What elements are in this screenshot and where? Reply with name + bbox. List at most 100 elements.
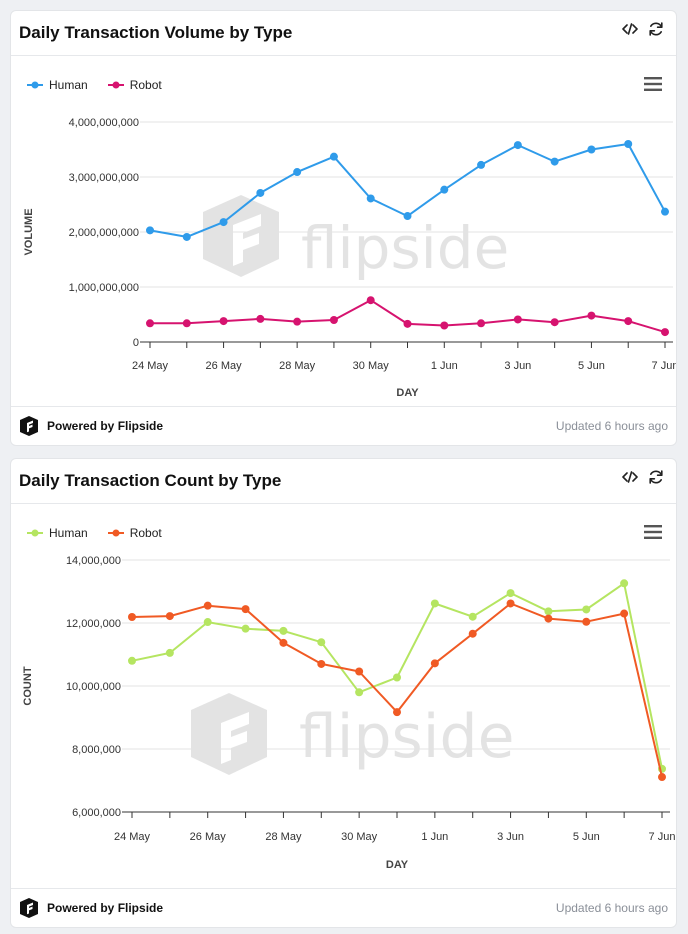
data-point-robot	[582, 617, 591, 626]
chart-title: Daily Transaction Volume by Type	[19, 23, 293, 42]
x-tick-label: 24 May	[114, 831, 151, 843]
data-point-human	[293, 168, 302, 177]
data-point-human	[506, 589, 515, 598]
data-point-robot	[241, 605, 250, 614]
x-tick-label: 5 Jun	[573, 831, 600, 843]
updated-timestamp: Updated 6 hours ago	[555, 419, 668, 433]
y-tick-label: 12,000,000	[66, 618, 121, 630]
data-point-human	[544, 607, 553, 616]
watermark: flipside	[191, 693, 514, 775]
data-point-human	[219, 218, 228, 227]
chart-menu-icon[interactable]	[644, 77, 662, 91]
data-point-human	[624, 140, 633, 148]
data-point-human	[513, 141, 522, 150]
card-footer: Powered by Flipside Updated 6 hours ago	[11, 406, 676, 445]
data-point-human	[146, 226, 154, 235]
data-point-robot	[393, 708, 401, 717]
data-point-robot	[293, 317, 302, 326]
y-axis-title: VOLUME	[23, 208, 35, 255]
data-point-robot	[658, 773, 666, 782]
data-point-human	[403, 212, 412, 221]
chart-menu-icon[interactable]	[644, 525, 662, 539]
data-point-robot	[506, 599, 515, 608]
y-tick-label: 2,000,000,000	[69, 227, 139, 239]
data-point-robot	[182, 319, 191, 328]
data-point-robot	[279, 638, 288, 647]
data-point-human	[393, 673, 401, 682]
card-header: Daily Transaction Volume by Type	[11, 11, 676, 56]
watermark-logo-icon	[203, 195, 279, 277]
data-point-human	[366, 194, 375, 203]
volume-chart-card: Daily Transaction Volume by Type Human R…	[10, 10, 677, 446]
card-footer: Powered by Flipside Updated 6 hours ago	[11, 888, 676, 927]
data-point-robot	[366, 296, 375, 305]
data-point-robot	[219, 317, 228, 326]
data-point-robot	[403, 319, 412, 328]
data-point-robot	[165, 612, 174, 621]
legend-label-human: Human	[49, 78, 88, 92]
refresh-icon[interactable]	[648, 21, 664, 37]
data-point-robot	[513, 315, 522, 324]
data-point-human	[128, 656, 136, 665]
legend-item-robot[interactable]: Robot	[107, 526, 162, 540]
legend-marker-human	[27, 529, 43, 537]
embed-code-icon[interactable]	[622, 21, 638, 37]
x-axis-title: DAY	[386, 859, 409, 871]
x-tick-label: 24 May	[132, 360, 169, 372]
legend-item-robot[interactable]: Robot	[107, 78, 162, 92]
y-axis-title: COUNT	[22, 666, 34, 705]
legend-item-human[interactable]: Human	[27, 526, 88, 540]
data-point-robot	[661, 328, 669, 337]
flipside-logo-icon	[20, 898, 38, 918]
legend-label-robot: Robot	[129, 526, 162, 540]
data-point-human	[430, 599, 439, 608]
data-point-human	[317, 638, 326, 647]
refresh-icon[interactable]	[648, 469, 664, 485]
data-point-robot	[440, 321, 449, 330]
data-point-robot	[624, 317, 633, 326]
data-point-human	[279, 626, 288, 635]
count-line-chart: flipside 6,000,000 8,000,000 10,000,000 12,0…	[22, 555, 676, 871]
data-point-robot	[477, 319, 486, 328]
volume-line-chart: flipside 0 1,000,000,000 2,000,000,000 3,000…	[23, 117, 676, 399]
powered-by-text: Powered by Flipside	[47, 901, 164, 915]
watermark-text: flipside	[299, 702, 514, 772]
data-point-robot	[430, 659, 439, 668]
data-point-human	[582, 605, 591, 614]
powered-by-link[interactable]: Powered by Flipside	[19, 416, 163, 436]
y-tick-label: 1,000,000,000	[69, 282, 139, 294]
data-point-robot	[256, 314, 265, 323]
data-point-human	[256, 188, 265, 197]
data-point-human	[241, 624, 250, 633]
data-point-human	[182, 232, 191, 241]
x-tick-label: 30 May	[341, 831, 378, 843]
data-point-human	[203, 618, 212, 627]
embed-code-icon[interactable]	[622, 469, 638, 485]
data-point-robot	[329, 316, 338, 324]
legend-marker-human	[27, 81, 43, 89]
data-point-human	[165, 648, 174, 657]
x-tick-label: 26 May	[190, 831, 227, 843]
data-point-robot	[544, 614, 553, 623]
card-header: Daily Transaction Count by Type	[11, 459, 676, 504]
powered-by-link[interactable]: Powered by Flipside	[19, 898, 163, 918]
flipside-logo-icon	[20, 416, 38, 436]
x-tick-label: 7 Jun	[649, 831, 676, 843]
legend-item-human[interactable]: Human	[27, 78, 88, 92]
x-tick-label: 5 Jun	[578, 360, 605, 372]
data-point-human	[477, 160, 486, 169]
x-tick-label: 1 Jun	[431, 360, 458, 372]
watermark-logo-mark	[221, 712, 249, 764]
data-point-robot	[620, 609, 629, 618]
data-point-robot	[550, 318, 559, 327]
legend-label-human: Human	[49, 526, 88, 540]
x-tick-label: 28 May	[265, 831, 302, 843]
watermark-logo-icon	[191, 693, 267, 775]
x-axis-title: DAY	[396, 387, 419, 399]
count-chart-card: Daily Transaction Count by Type Human Ro…	[10, 458, 677, 928]
x-tick-label: 1 Jun	[421, 831, 448, 843]
data-point-robot	[468, 629, 477, 638]
data-point-human	[620, 579, 629, 588]
chart-legend: Human Robot	[27, 526, 162, 540]
data-point-human	[661, 207, 669, 216]
